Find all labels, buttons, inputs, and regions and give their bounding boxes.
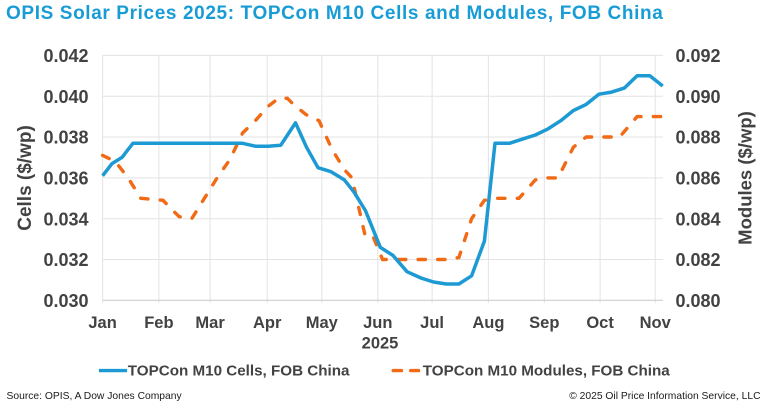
svg-text:0.040: 0.040	[43, 87, 88, 107]
svg-text:0.086: 0.086	[676, 169, 721, 189]
svg-text:Jan: Jan	[88, 314, 116, 332]
svg-text:0.042: 0.042	[43, 46, 88, 66]
svg-text:Modules ($/wp): Modules ($/wp)	[735, 111, 756, 245]
svg-text:0.030: 0.030	[43, 291, 88, 311]
svg-text:0.090: 0.090	[676, 87, 721, 107]
svg-text:Nov: Nov	[640, 314, 672, 332]
svg-text:0.084: 0.084	[676, 209, 721, 229]
svg-text:May: May	[306, 314, 339, 332]
svg-text:0.092: 0.092	[676, 46, 721, 66]
svg-text:Jun: Jun	[363, 314, 392, 332]
svg-text:Apr: Apr	[253, 314, 282, 332]
svg-text:Feb: Feb	[144, 314, 173, 332]
svg-text:Source: OPIS, A Dow Jones Comp: Source: OPIS, A Dow Jones Company	[7, 391, 183, 402]
svg-text:TOPCon M10 Modules, FOB China: TOPCon M10 Modules, FOB China	[423, 363, 671, 380]
svg-text:Oct: Oct	[586, 314, 614, 332]
svg-text:0.036: 0.036	[43, 169, 88, 189]
svg-text:Jul: Jul	[420, 314, 444, 332]
svg-text:0.080: 0.080	[676, 291, 721, 311]
svg-text:Cells ($/wp): Cells ($/wp)	[15, 125, 36, 231]
svg-text:OPIS Solar Prices 2025: TOPCon: OPIS Solar Prices 2025: TOPCon M10 Cells…	[6, 3, 663, 24]
svg-text:0.038: 0.038	[43, 128, 88, 148]
svg-text:TOPCon M10 Cells, FOB China: TOPCon M10 Cells, FOB China	[128, 363, 350, 380]
svg-text:Mar: Mar	[195, 314, 225, 332]
svg-text:Sep: Sep	[529, 314, 559, 332]
svg-text:0.082: 0.082	[676, 250, 721, 270]
svg-text:© 2025 Oil Price Information S: © 2025 Oil Price Information Service, LL…	[569, 391, 761, 402]
svg-text:Aug: Aug	[472, 314, 504, 332]
svg-text:0.034: 0.034	[43, 209, 88, 229]
svg-text:2025: 2025	[362, 335, 399, 353]
svg-text:0.032: 0.032	[43, 250, 88, 270]
svg-text:0.088: 0.088	[676, 128, 721, 148]
